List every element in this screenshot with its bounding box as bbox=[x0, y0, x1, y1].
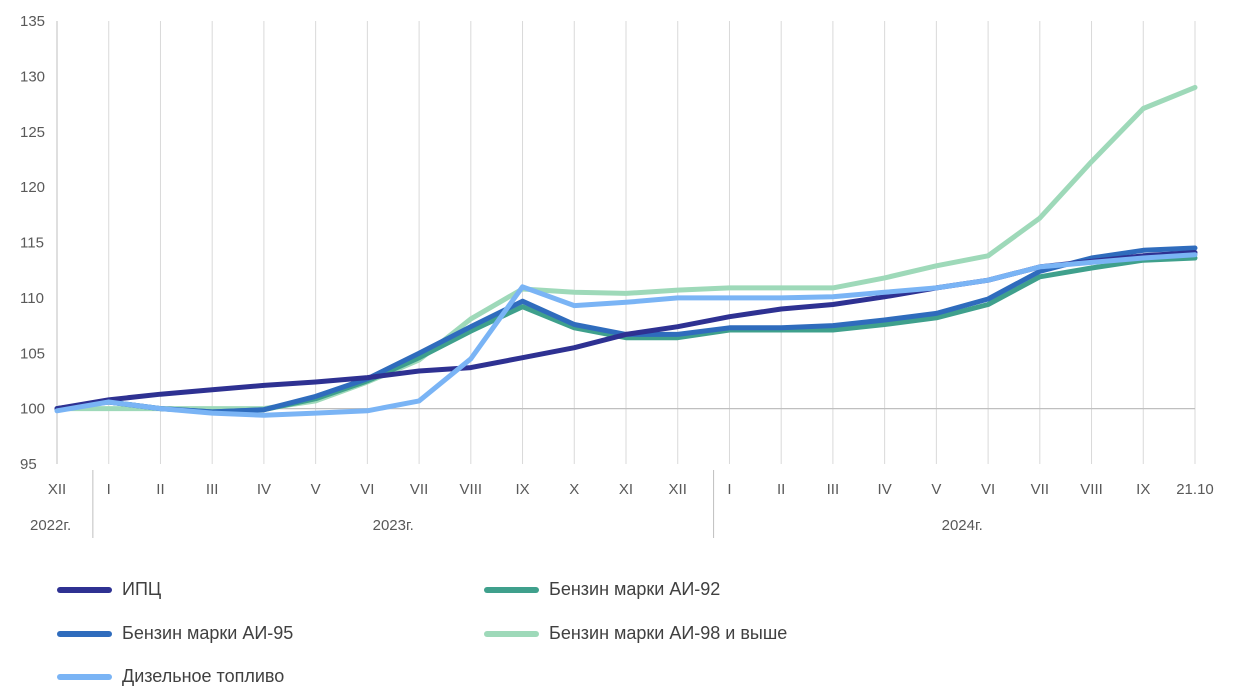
x-tick-label: VI bbox=[981, 481, 995, 498]
x-tick-label: XII bbox=[669, 481, 687, 498]
y-tick-label: 110 bbox=[20, 290, 44, 307]
x-tick-label: V bbox=[931, 481, 941, 498]
y-tick-label: 115 bbox=[20, 235, 44, 252]
y-tick-label: 95 bbox=[20, 456, 37, 473]
x-tick-label: XI bbox=[619, 481, 633, 498]
x-tick-label: IX bbox=[1136, 481, 1150, 498]
year-label: 2024г. bbox=[942, 517, 983, 534]
x-tick-label: IV bbox=[257, 481, 271, 498]
x-tick-label: I bbox=[107, 481, 111, 498]
x-tick-label: VIII bbox=[1080, 481, 1103, 498]
y-tick-label: 130 bbox=[20, 68, 45, 85]
series-line bbox=[54, 252, 1198, 418]
x-tick-label: VI bbox=[360, 481, 374, 498]
y-axis: 95 100 105 110 115 120 125 130 135 bbox=[20, 13, 45, 473]
y-tick-label: 120 bbox=[20, 179, 45, 196]
x-axis: XII I II III IV V VI VII VIII IX X XI XII I II III IV V VI… bbox=[48, 481, 1214, 498]
x-tick-label: XII bbox=[48, 481, 66, 498]
year-label: 2022г. bbox=[30, 517, 71, 534]
y-tick-label: 105 bbox=[20, 345, 45, 362]
x-tick-label: X bbox=[569, 481, 579, 498]
grid bbox=[56, 21, 1196, 464]
x-tick-label: VII bbox=[410, 481, 428, 498]
x-tick-label: 21.10 bbox=[1176, 481, 1214, 498]
series-lines bbox=[54, 84, 1198, 418]
x-tick-label: I bbox=[727, 481, 731, 498]
y-tick-label: 135 bbox=[20, 13, 45, 30]
y-tick-label: 125 bbox=[20, 124, 45, 141]
x-tick-label: II bbox=[777, 481, 785, 498]
x-tick-label: VII bbox=[1031, 481, 1049, 498]
x-tick-label: V bbox=[311, 481, 321, 498]
x-tick-label: II bbox=[156, 481, 164, 498]
x-tick-label: III bbox=[206, 481, 219, 498]
x-tick-label: III bbox=[827, 481, 840, 498]
x-tick-label: IX bbox=[515, 481, 529, 498]
x-tick-label: VIII bbox=[460, 481, 483, 498]
y-tick-label: 100 bbox=[20, 401, 45, 418]
year-label: 2023г. bbox=[373, 517, 414, 534]
year-axis: 2022г. 2023г. 2024г. bbox=[30, 470, 983, 538]
x-tick-label: IV bbox=[878, 481, 892, 498]
